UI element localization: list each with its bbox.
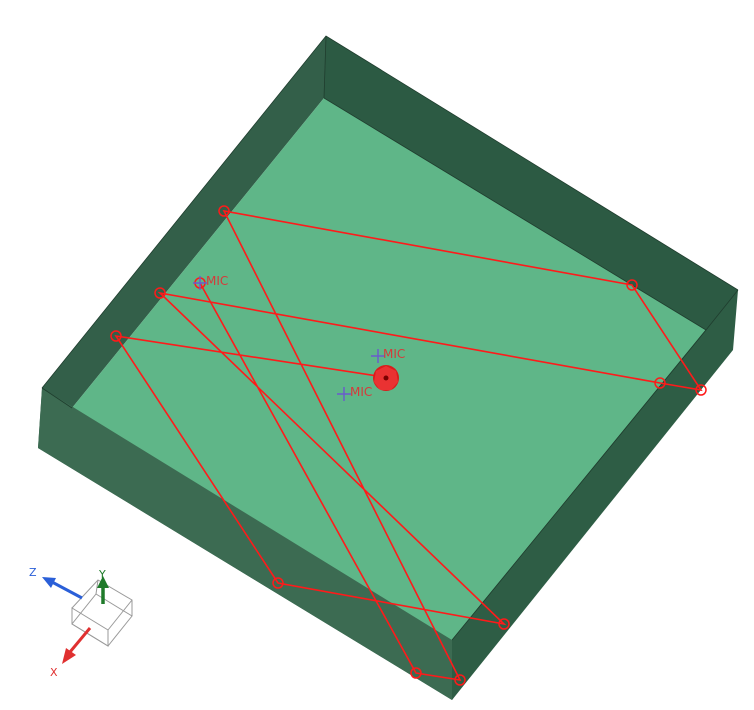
axis-triad: Z Y X	[29, 566, 133, 679]
reflection-point	[154, 287, 166, 299]
ray-path-1	[114, 209, 703, 682]
room-edges	[41, 35, 739, 641]
y-axis-label: Y	[98, 568, 106, 581]
mic-label: MIC	[383, 347, 405, 361]
reflection-point	[454, 674, 466, 686]
reflection-point	[272, 577, 284, 589]
x-axis-label: X	[50, 666, 58, 679]
reflection-point	[654, 377, 666, 389]
front-right-wall	[452, 290, 738, 700]
reflection-point	[410, 667, 422, 679]
reflection-point	[695, 384, 707, 396]
z-axis: Z	[29, 566, 83, 600]
reflection-points	[110, 205, 707, 686]
mic-crosshair-icon	[193, 276, 207, 290]
reflection-point	[110, 330, 122, 342]
mic-crosshair-icon	[371, 349, 385, 363]
left-wall	[42, 36, 326, 408]
mic-label: MIC	[206, 274, 228, 288]
ray-paths	[114, 209, 703, 682]
mic-1[interactable]: MIC	[193, 274, 228, 290]
back-wall	[324, 36, 738, 330]
reflection-point	[218, 205, 230, 217]
mic-crosshair-icon	[337, 387, 351, 401]
z-axis-label: Z	[29, 566, 37, 579]
mic-2[interactable]: MIC	[371, 347, 405, 363]
mic-label: MIC	[350, 385, 372, 399]
x-axis: X	[50, 627, 92, 679]
sound-source[interactable]	[373, 365, 399, 391]
y-axis: Y	[97, 568, 109, 604]
reflection-point	[498, 618, 510, 630]
front-left-wall-face	[38, 388, 452, 700]
microphones[interactable]: MIC MIC MIC	[193, 274, 405, 401]
mic-3[interactable]: MIC	[337, 385, 372, 401]
reflection-point	[626, 279, 638, 291]
